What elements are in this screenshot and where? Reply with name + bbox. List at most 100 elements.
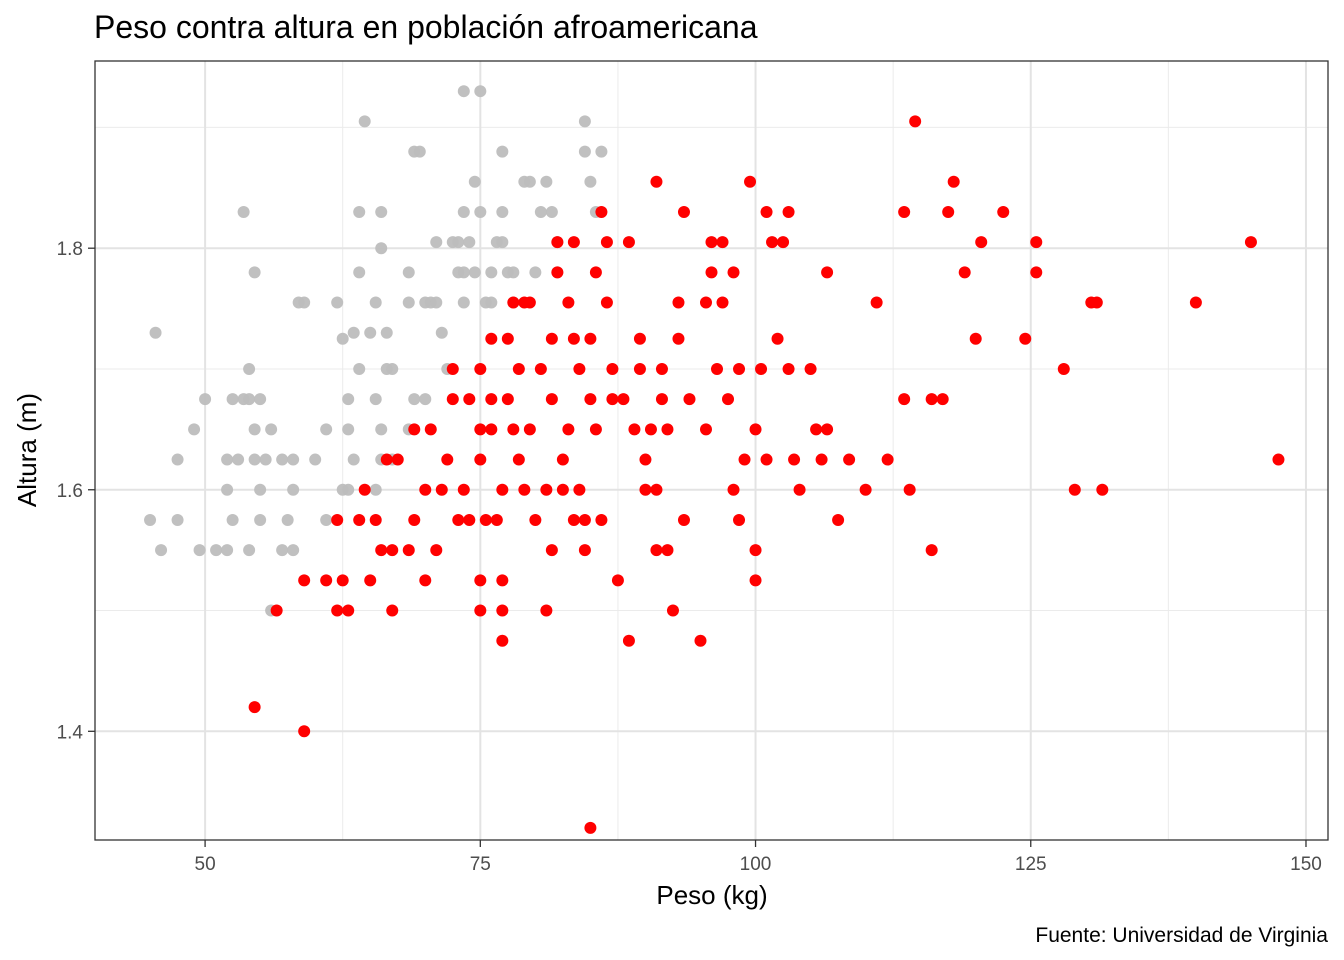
- chart-title: Peso contra altura en población afroamer…: [94, 9, 758, 45]
- data-point: [738, 453, 751, 466]
- data-point: [567, 236, 580, 249]
- data-point: [452, 236, 465, 249]
- x-tick-label: 125: [1015, 854, 1047, 875]
- data-point: [419, 393, 432, 406]
- data-point: [457, 296, 470, 309]
- data-point: [760, 453, 773, 466]
- data-point: [248, 701, 261, 714]
- plot-panel: [94, 60, 1329, 841]
- data-point: [386, 544, 399, 557]
- data-point: [485, 423, 498, 436]
- data-point: [342, 393, 355, 406]
- data-point: [320, 423, 333, 436]
- data-point: [777, 236, 790, 249]
- y-axis: 1.4 1.6 1.8: [57, 239, 95, 743]
- data-point: [221, 544, 234, 557]
- data-point: [474, 453, 487, 466]
- data-point: [551, 236, 564, 249]
- data-point: [358, 483, 371, 496]
- data-point: [221, 453, 234, 466]
- data-point: [496, 574, 509, 587]
- data-point: [727, 483, 740, 496]
- data-point: [606, 362, 619, 375]
- data-point: [545, 205, 558, 218]
- data-point: [353, 205, 366, 218]
- data-point: [716, 236, 729, 249]
- data-point: [331, 296, 344, 309]
- data-point: [655, 393, 668, 406]
- data-point: [446, 362, 459, 375]
- data-point: [639, 453, 652, 466]
- data-point: [364, 574, 377, 587]
- major-gridlines: [95, 61, 1328, 840]
- data-point: [270, 604, 283, 617]
- data-point: [556, 483, 569, 496]
- data-point: [496, 145, 509, 158]
- data-point: [727, 266, 740, 279]
- data-point: [622, 236, 635, 249]
- data-point: [578, 513, 591, 526]
- data-point: [903, 483, 916, 496]
- data-point: [468, 175, 481, 188]
- series-gray-points: [144, 85, 608, 617]
- data-point: [457, 266, 470, 279]
- data-point: [859, 483, 872, 496]
- data-point: [545, 332, 558, 345]
- data-point: [661, 423, 674, 436]
- data-point: [496, 483, 509, 496]
- data-point: [584, 332, 597, 345]
- data-point: [474, 362, 487, 375]
- data-point: [947, 175, 960, 188]
- data-point: [567, 332, 580, 345]
- data-point: [259, 453, 272, 466]
- data-point: [457, 85, 470, 98]
- data-point: [567, 513, 580, 526]
- data-point: [171, 453, 184, 466]
- data-point: [331, 513, 344, 526]
- data-point: [1030, 236, 1043, 249]
- data-point: [832, 513, 845, 526]
- data-point: [353, 513, 366, 526]
- data-point: [501, 393, 514, 406]
- data-point: [551, 266, 564, 279]
- data-point: [199, 393, 212, 406]
- data-point: [821, 266, 834, 279]
- plot-background: [95, 61, 1328, 840]
- data-point: [672, 296, 685, 309]
- y-axis-title: Altura (m): [12, 393, 42, 507]
- data-point: [336, 574, 349, 587]
- data-point: [243, 393, 256, 406]
- data-point: [633, 332, 646, 345]
- data-point: [529, 266, 542, 279]
- data-point: [474, 205, 487, 218]
- data-point: [430, 296, 443, 309]
- data-point: [375, 544, 388, 557]
- data-point: [512, 453, 525, 466]
- data-point: [457, 483, 470, 496]
- data-point: [155, 544, 168, 557]
- data-point: [419, 574, 432, 587]
- data-point: [584, 175, 597, 188]
- data-point: [595, 513, 608, 526]
- data-point: [562, 296, 575, 309]
- data-point: [1030, 266, 1043, 279]
- data-point: [1189, 296, 1202, 309]
- data-point: [760, 205, 773, 218]
- data-point: [1057, 362, 1070, 375]
- data-point: [496, 236, 509, 249]
- data-point: [562, 423, 575, 436]
- data-point: [452, 513, 465, 526]
- data-point: [320, 574, 333, 587]
- data-point: [975, 236, 988, 249]
- data-point: [545, 393, 558, 406]
- data-point: [815, 453, 828, 466]
- data-point: [595, 145, 608, 158]
- data-point: [243, 362, 256, 375]
- data-point: [523, 296, 536, 309]
- data-point: [369, 513, 382, 526]
- data-point: [716, 296, 729, 309]
- data-point: [655, 362, 668, 375]
- data-point: [925, 544, 938, 557]
- data-point: [1272, 453, 1285, 466]
- data-point: [468, 266, 481, 279]
